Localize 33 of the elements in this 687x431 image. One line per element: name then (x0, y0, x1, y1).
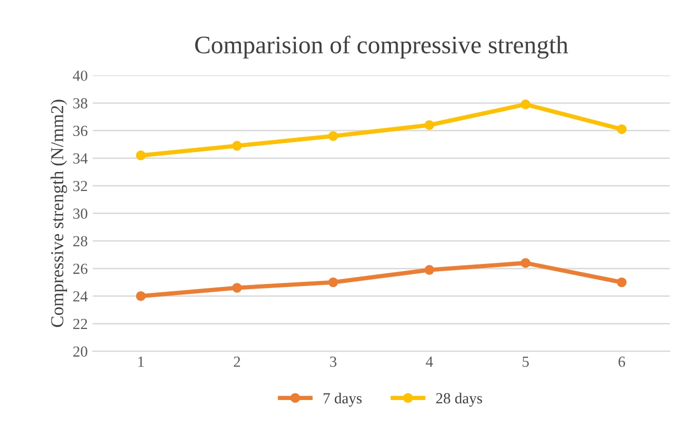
legend-label: 7 days (324, 392, 362, 407)
y-tick-label: 20 (73, 346, 88, 357)
point (328, 277, 338, 288)
y-axis-title: Compressive strength (N/mm2) (50, 100, 68, 327)
point (424, 265, 434, 275)
point (520, 258, 530, 268)
point (328, 131, 338, 141)
y-tick-label: 40 (72, 70, 88, 81)
y-tick-label: 32 (73, 180, 88, 192)
point (136, 291, 146, 301)
x-tick-label: 5 (522, 356, 529, 367)
chart-title: Comparision of compressive strength (195, 36, 568, 59)
y-tick-label: 36 (73, 126, 88, 136)
y-tick-label: 28 (73, 236, 88, 246)
point (136, 150, 146, 160)
y-tick-label: 38 (73, 98, 88, 108)
point (616, 277, 627, 288)
point (424, 120, 434, 130)
point (520, 100, 530, 110)
legend-label: 28 days (436, 392, 482, 407)
y-tick-label: 22 (73, 318, 88, 329)
x-tick-label: 1 (138, 356, 144, 367)
y-tick-label: 26 (73, 264, 88, 274)
x-tick-label: 4 (426, 356, 433, 367)
y-tick-label: 34 (73, 153, 88, 164)
y-tick-label: 30 (73, 208, 88, 219)
point (616, 124, 627, 134)
x-tick-label: 3 (330, 356, 336, 367)
x-tick-label: 2 (234, 356, 240, 367)
x-tick-label: 6 (618, 356, 626, 367)
point (232, 140, 242, 151)
point (232, 282, 242, 293)
y-tick-label: 24 (73, 291, 88, 302)
